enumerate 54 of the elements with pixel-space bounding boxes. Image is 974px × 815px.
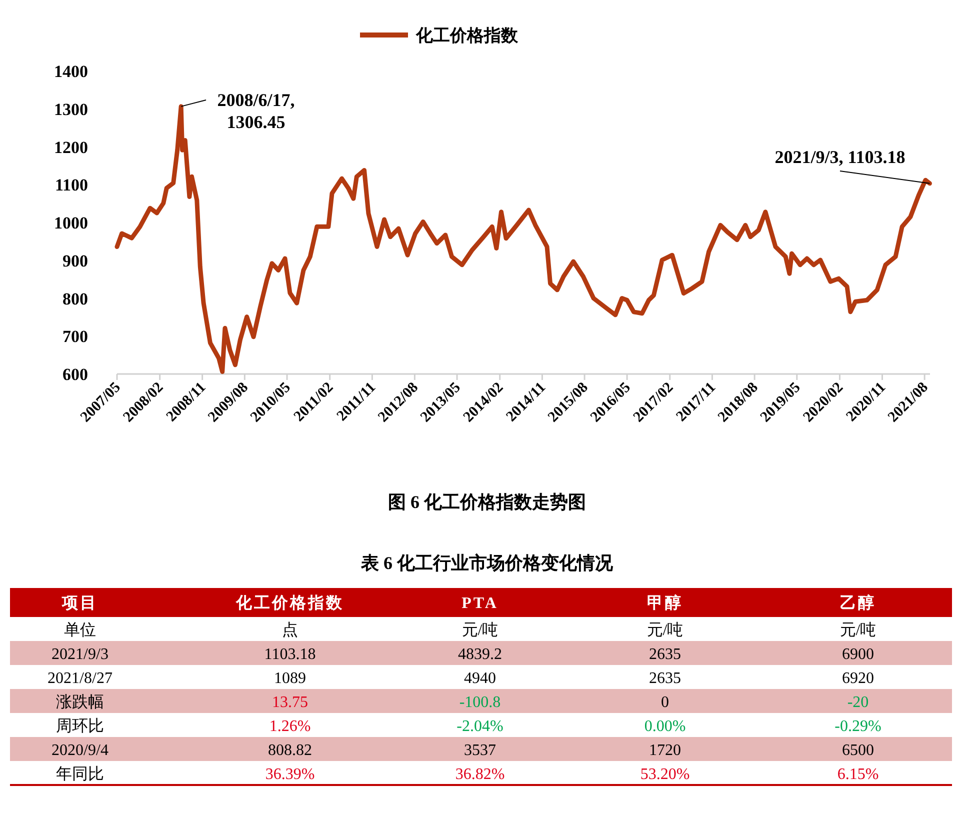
text: 6.15% bbox=[837, 766, 879, 783]
category-label: 项目 bbox=[61, 595, 98, 612]
text: 1.26% bbox=[269, 718, 311, 735]
text: -0.29% bbox=[834, 718, 882, 735]
text: 6920 bbox=[842, 670, 874, 687]
y-tick-label: 1200 bbox=[54, 138, 88, 157]
text: 808.82 bbox=[268, 742, 312, 759]
text: 0 bbox=[661, 694, 669, 711]
category-label: PTA bbox=[462, 595, 498, 612]
category-label: 化工价格指数 bbox=[235, 594, 344, 612]
text: -100.8 bbox=[459, 694, 501, 711]
annotation: 2008/6/17, 1306.45 bbox=[217, 90, 295, 132]
text: 36.82% bbox=[455, 766, 505, 783]
text: 表 6 化工行业市场价格变化情况 bbox=[360, 553, 614, 573]
text: -2.04% bbox=[456, 718, 504, 735]
text: 13.75 bbox=[272, 694, 308, 711]
legend-label: 化工价格指数 bbox=[415, 26, 519, 45]
text: 6500 bbox=[842, 742, 874, 759]
text: 4839.2 bbox=[458, 646, 502, 663]
text: 36.39% bbox=[265, 766, 315, 783]
y-tick-label: 700 bbox=[62, 327, 88, 346]
y-tick-label: 1400 bbox=[54, 62, 88, 81]
text: 年同比 bbox=[56, 766, 104, 783]
text: 2021/8/27 bbox=[48, 670, 112, 687]
caption: 图 6 化工价格指数走势图 bbox=[388, 492, 586, 512]
y-tick-label: 1300 bbox=[54, 100, 88, 119]
text: 点 bbox=[282, 622, 298, 639]
annotation: 2021/9/3, 1103.18 bbox=[774, 147, 906, 167]
y-tick-label: 900 bbox=[62, 251, 88, 270]
y-tick-label: 800 bbox=[62, 289, 88, 308]
text: 3537 bbox=[464, 742, 496, 759]
y-tick-label: 1000 bbox=[54, 214, 88, 232]
y-tick-label: 600 bbox=[62, 365, 88, 384]
category-label: 乙醇 bbox=[840, 594, 876, 612]
text: 4940 bbox=[464, 670, 496, 687]
text: 元/吨 bbox=[840, 622, 876, 639]
text: 周环比 bbox=[56, 718, 104, 735]
text: 2635 bbox=[649, 670, 681, 687]
text: 1103.18 bbox=[264, 646, 316, 663]
text: 单位 bbox=[64, 622, 96, 639]
text: 涨跌幅 bbox=[56, 694, 104, 711]
text: 6900 bbox=[842, 646, 874, 663]
text: 1089 bbox=[274, 670, 306, 687]
y-tick-label: 1100 bbox=[54, 176, 88, 195]
category-label: 甲醇 bbox=[647, 594, 683, 612]
text: 元/吨 bbox=[646, 622, 684, 639]
text: 53.20% bbox=[640, 766, 690, 783]
text: 2021/9/3 bbox=[52, 646, 108, 663]
text: 元/吨 bbox=[462, 622, 498, 639]
text: 2635 bbox=[649, 646, 681, 663]
text: -20 bbox=[847, 694, 869, 711]
text: 1720 bbox=[649, 742, 681, 759]
text: 0.00% bbox=[644, 718, 686, 735]
text: 2020/9/4 bbox=[52, 742, 108, 759]
